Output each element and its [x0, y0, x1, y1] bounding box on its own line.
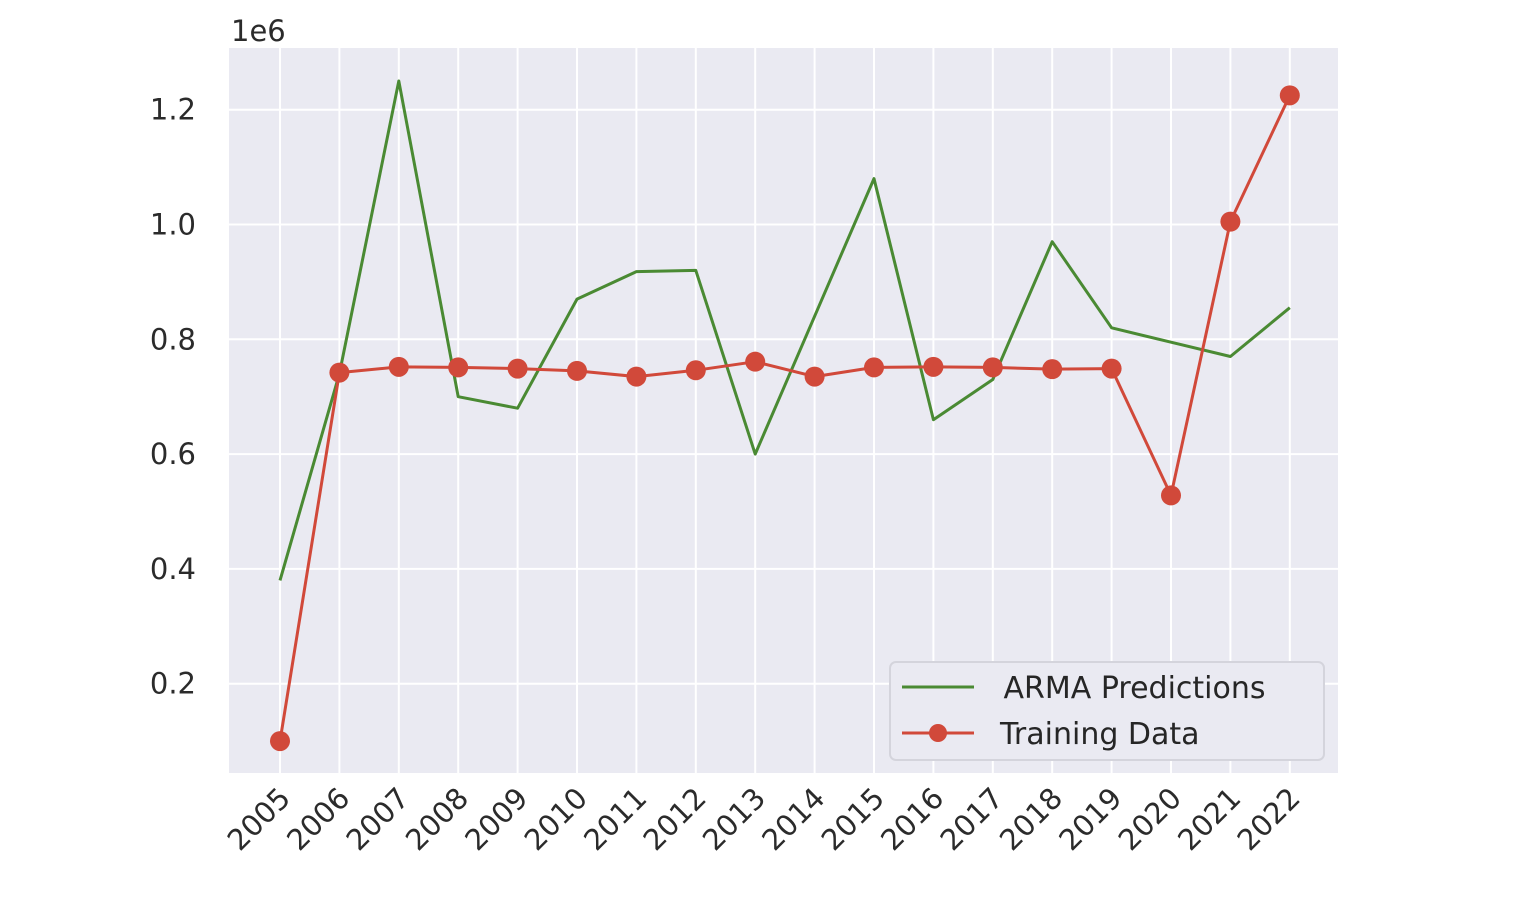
series-line-0	[278, 79, 1291, 581]
x-tick-label: 2013	[696, 781, 772, 857]
y-offset-label: 1e6	[231, 14, 286, 48]
y-ticks: 0.2 0.4 0.6 0.8 1.0 1.2	[150, 93, 196, 701]
x-tick-label: 2021	[1171, 781, 1247, 857]
data-point	[388, 356, 409, 377]
data-point	[864, 357, 884, 378]
series-group	[270, 79, 1300, 752]
x-tick-label: 2022	[1231, 781, 1307, 857]
data-point	[567, 360, 587, 381]
data-point	[745, 351, 766, 372]
data-point	[1042, 359, 1063, 380]
y-tick-label: 1.0	[150, 208, 196, 242]
grid	[229, 48, 1338, 773]
data-point	[329, 362, 350, 383]
x-tick-label: 2009	[458, 781, 534, 857]
x-tick-label: 2017	[934, 781, 1010, 857]
y-tick-label: 0.4	[150, 552, 196, 586]
legend-label-arma: ARMA Predictions	[994, 671, 1266, 706]
legend-marker-training	[929, 724, 947, 742]
x-tick-label: 2007	[340, 781, 416, 857]
data-point	[1220, 211, 1241, 232]
x-tick-label: 2020	[1112, 781, 1188, 857]
data-point	[507, 358, 528, 379]
data-point	[804, 366, 825, 387]
x-tick-label: 2016	[874, 781, 950, 857]
legend-box	[889, 661, 1325, 761]
x-tick-label: 2014	[755, 781, 831, 857]
x-ticks: 2005200620072008200920102011201220132014…	[221, 781, 1307, 857]
data-point	[1279, 85, 1300, 106]
x-tick-label: 2010	[518, 781, 594, 857]
x-tick-label: 2011	[577, 781, 653, 857]
x-tick-label: 2005	[221, 781, 297, 857]
data-point	[448, 357, 469, 378]
data-point	[923, 356, 944, 377]
data-point	[1161, 485, 1181, 506]
y-tick-label: 0.6	[150, 437, 196, 471]
data-point	[982, 357, 1003, 378]
y-tick-label: 0.8	[150, 322, 196, 356]
y-tick-label: 1.2	[150, 93, 196, 127]
legend: ARMA Predictions Training Data	[889, 661, 1325, 761]
data-point	[626, 366, 647, 387]
x-tick-label: 2015	[815, 781, 891, 857]
x-tick-label: 2018	[993, 781, 1069, 857]
data-point	[270, 731, 290, 752]
x-tick-label: 2006	[280, 781, 356, 857]
x-tick-label: 2012	[637, 781, 713, 857]
y-tick-label: 0.2	[150, 667, 196, 701]
x-tick-label: 2019	[1052, 781, 1128, 857]
data-point	[1101, 358, 1122, 379]
legend-label-training: Training Data	[999, 717, 1200, 752]
data-point	[685, 360, 706, 381]
x-tick-label: 2008	[399, 781, 475, 857]
